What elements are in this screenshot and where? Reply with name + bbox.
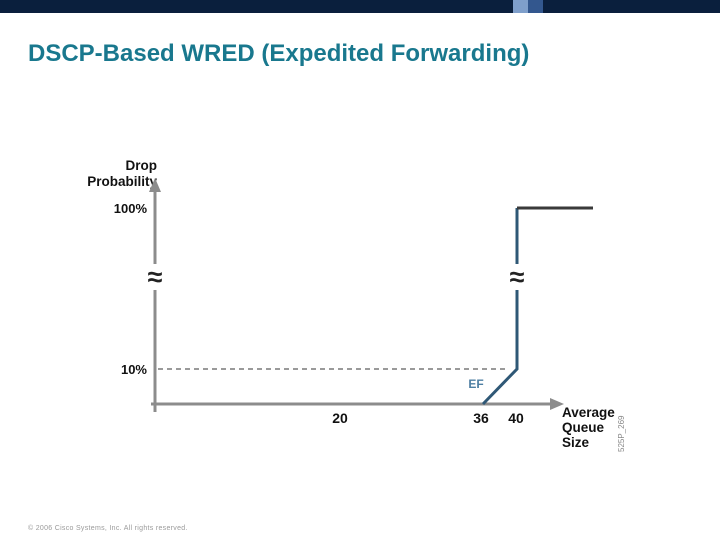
y-tick-100: 100%	[114, 201, 148, 216]
top-bar-accent-light	[513, 0, 528, 13]
x-tick-36: 36	[473, 410, 489, 426]
y-axis-arrowhead	[149, 178, 161, 192]
x-tick-40: 40	[508, 410, 524, 426]
ef-series-label: EF	[468, 377, 483, 391]
x-axis-label-line2: Queue	[562, 420, 605, 435]
x-axis-label-line1: Average	[562, 405, 615, 420]
side-production-code: 525P_269	[617, 415, 626, 452]
axis-break-symbol-y: ≈	[148, 262, 163, 292]
footer-copyright: © 2006 Cisco Systems, Inc. All rights re…	[28, 525, 188, 532]
axis-break-symbol-curve: ≈	[510, 262, 525, 292]
top-bar-accent-mid	[528, 0, 543, 13]
page-title: DSCP-Based WRED (Expedited Forwarding)	[28, 40, 530, 67]
y-axis-label-line1: Drop	[126, 158, 158, 173]
axis-break-mask-curve	[505, 264, 529, 290]
axis-break-mask-y	[143, 264, 167, 290]
top-bar	[0, 0, 720, 13]
x-axis-arrowhead	[550, 398, 564, 410]
x-axis-label-line3: Size	[562, 435, 590, 450]
y-tick-10: 10%	[121, 362, 147, 377]
drop-probability-curve	[481, 208, 519, 406]
x-tick-20: 20	[332, 410, 348, 426]
y-axis-label-line2: Probability	[87, 174, 157, 189]
